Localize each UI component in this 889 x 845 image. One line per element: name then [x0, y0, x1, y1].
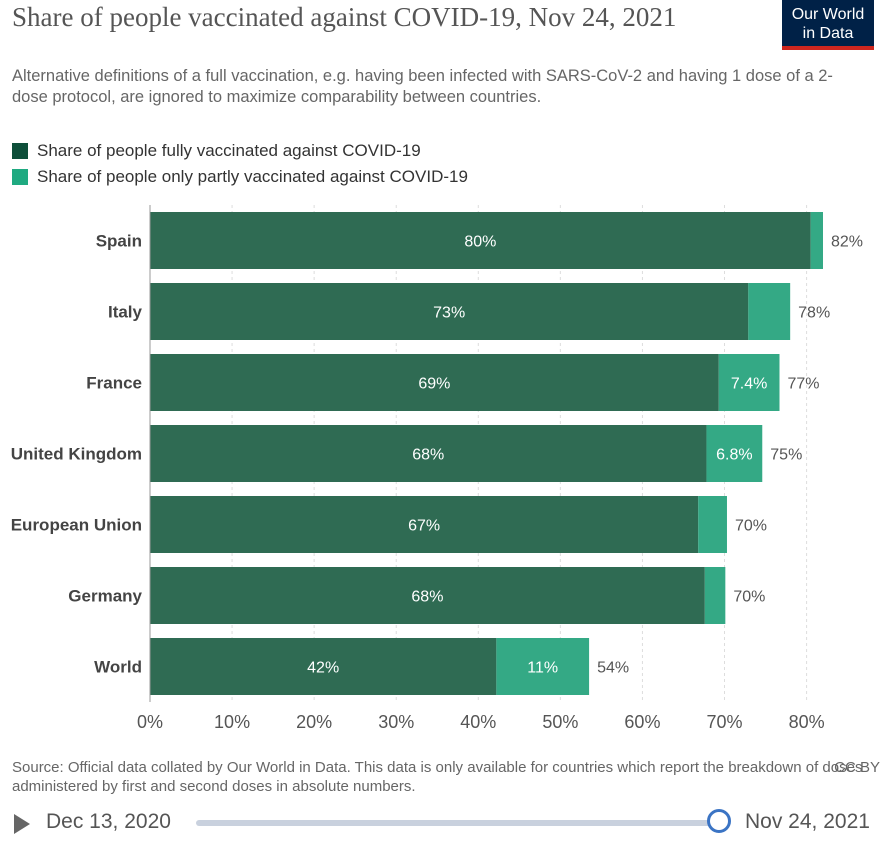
chart-title: Share of people vaccinated against COVID… [12, 2, 677, 32]
bar-label-fully: 69% [418, 376, 450, 393]
bar-label-partly: 7.4% [731, 376, 767, 393]
x-tick-label: 0% [137, 712, 163, 732]
bar-fully-vaccinated[interactable] [150, 283, 749, 340]
source-text: Source: Official data collated by Our Wo… [12, 759, 863, 795]
bar-fully-vaccinated[interactable] [150, 567, 705, 624]
owid-logo[interactable]: Our World in Data [782, 0, 874, 50]
timeline-start-label[interactable]: Dec 13, 2020 [46, 810, 171, 833]
timeline: Dec 13, 2020 Nov 24, 2021 [0, 806, 889, 840]
category-label: World [94, 658, 142, 677]
bar-label-partly: 11% [527, 660, 558, 677]
bar-partly-vaccinated[interactable] [706, 425, 763, 482]
legend-label-partly: Share of people only partly vaccinated a… [37, 167, 468, 186]
x-tick-label: 60% [624, 712, 660, 732]
bar-label-fully: 68% [412, 447, 444, 464]
logo-line-2: in Data [802, 25, 854, 42]
bar-label-fully: 67% [408, 518, 440, 535]
bar-total-label: 70% [735, 518, 767, 535]
category-label: United Kingdom [11, 445, 142, 464]
category-label: Italy [108, 303, 143, 322]
bar-partly-vaccinated[interactable] [718, 354, 780, 411]
category-label: Spain [96, 232, 142, 251]
x-tick-label: 30% [378, 712, 414, 732]
chart-subtitle: Alternative definitions of a full vaccin… [12, 67, 833, 106]
logo-line-1: Our World [791, 6, 865, 23]
bar-partly-vaccinated[interactable] [748, 283, 791, 340]
bar-total-label: 82% [831, 234, 863, 251]
x-tick-label: 10% [214, 712, 250, 732]
bar-fully-vaccinated[interactable] [150, 212, 811, 269]
bar-label-fully: 42% [307, 660, 339, 677]
play-icon[interactable] [14, 814, 30, 834]
legend-swatch-partly [12, 169, 28, 185]
timeline-handle[interactable] [707, 809, 731, 833]
bar-total-label: 70% [733, 589, 765, 606]
bar-total-label: 78% [798, 305, 830, 322]
bar-label-fully: 73% [433, 305, 465, 322]
timeline-track[interactable] [196, 820, 720, 826]
timeline-end-label[interactable]: Nov 24, 2021 [745, 810, 870, 833]
bar-fully-vaccinated[interactable] [150, 425, 707, 482]
bar-fully-vaccinated[interactable] [150, 354, 719, 411]
legend-item-fully[interactable]: Share of people fully vaccinated against… [12, 138, 468, 164]
bar-fully-vaccinated[interactable] [150, 638, 497, 695]
legend-item-partly[interactable]: Share of people only partly vaccinated a… [12, 164, 468, 190]
category-label: Germany [68, 587, 142, 606]
source-note: Source: Official data collated by Our Wo… [12, 758, 882, 796]
bar-label-partly: 6.8% [716, 447, 752, 464]
x-tick-label: 40% [460, 712, 496, 732]
bar-partly-vaccinated[interactable] [698, 496, 727, 553]
bar-fully-vaccinated[interactable] [150, 496, 699, 553]
bar-total-label: 54% [597, 660, 629, 677]
x-tick-label: 80% [789, 712, 825, 732]
bar-chart: 0% 10% 20% 30% 40% 50% 60% 70% 80% Spain 80% 82% Ita… [11, 205, 863, 732]
bar-label-fully: 68% [411, 589, 443, 606]
x-tick-label: 20% [296, 712, 332, 732]
bar-label-fully: 80% [464, 234, 496, 251]
bar-partly-vaccinated[interactable] [704, 567, 726, 624]
bar-partly-vaccinated[interactable] [496, 638, 590, 695]
license-label[interactable]: CC BY [834, 759, 880, 776]
legend: Share of people fully vaccinated against… [12, 138, 468, 190]
category-label: France [86, 374, 142, 393]
bar-total-label: 75% [770, 447, 802, 464]
x-tick-label: 70% [706, 712, 742, 732]
legend-swatch-fully [12, 143, 28, 159]
bar-partly-vaccinated[interactable] [810, 212, 823, 269]
bar-total-label: 77% [788, 376, 820, 393]
legend-label-fully: Share of people fully vaccinated against… [37, 141, 421, 160]
category-label: European Union [11, 516, 142, 535]
x-tick-label: 50% [542, 712, 578, 732]
